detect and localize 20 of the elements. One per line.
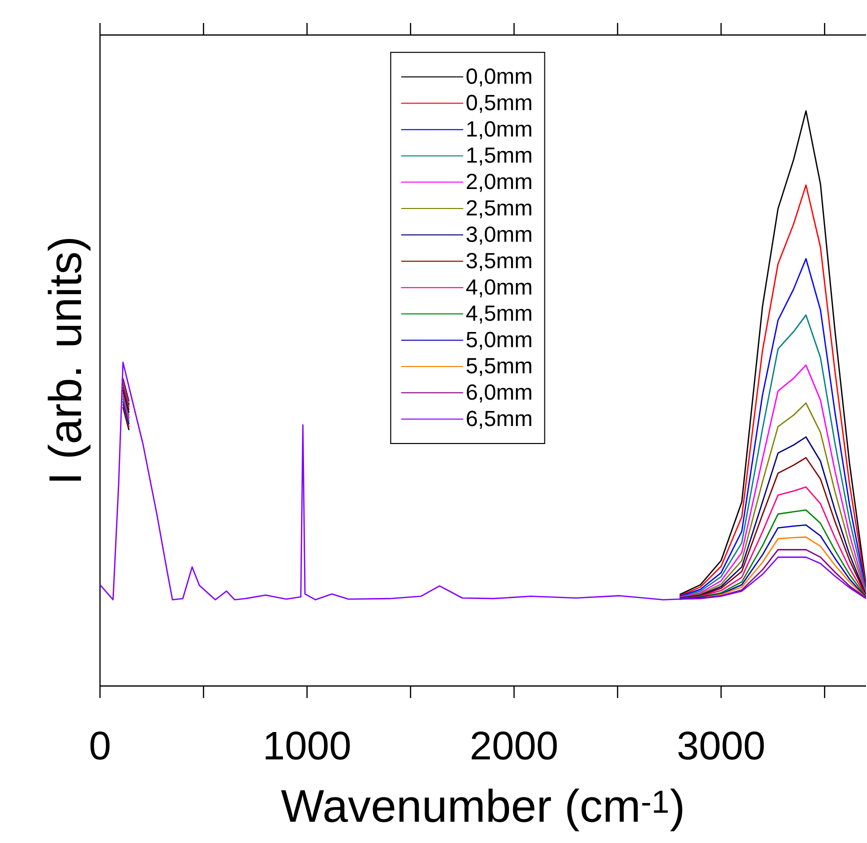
legend-label: 4,5mm (466, 306, 532, 324)
legend-label: 3,5mm (466, 252, 532, 271)
legend-label: 6,5mm (466, 410, 532, 429)
legend-label: 3,0mm (466, 226, 532, 245)
legend-label: 4,0mm (466, 279, 532, 298)
legend-label: 5,5mm (466, 358, 532, 376)
x-tick-label: 3000 (678, 732, 764, 760)
legend-label: 1,5mm (467, 148, 532, 166)
x-tick-label: 1000 (266, 732, 350, 760)
x-axis-title: Wavenumber (cm$^{-1}$) (281, 788, 682, 832)
legend-label: 0,0mm (466, 68, 532, 87)
legend-label: 5,0mm (466, 332, 532, 350)
y-axis-title: I (arb. units) (48, 238, 90, 481)
legend-label: 2,0mm (466, 174, 532, 192)
legend-label: 0,5mm (466, 94, 532, 113)
legend-label: 1,0mm (467, 121, 532, 140)
legend-label: 2,5mm (466, 200, 532, 218)
x-tick-label: 2000 (472, 732, 557, 760)
legend-label: 6,0mm (466, 384, 532, 402)
x-tick-label: 0 (90, 732, 110, 760)
